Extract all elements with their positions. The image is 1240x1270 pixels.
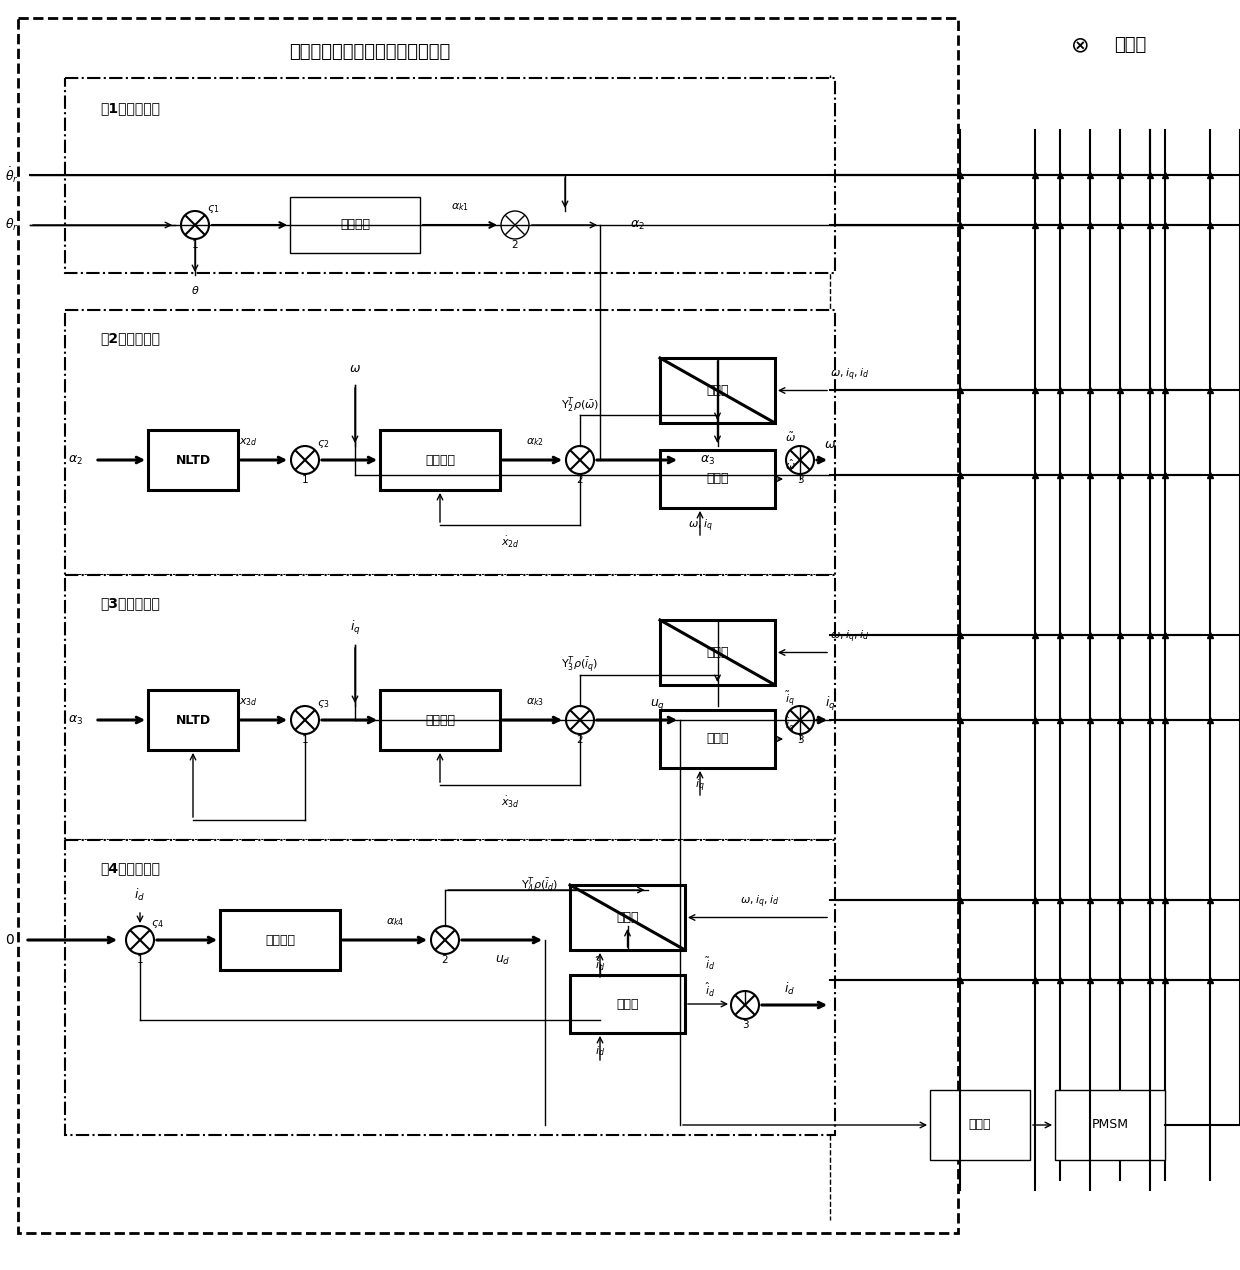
Bar bbox=[290, 197, 420, 253]
Text: 1: 1 bbox=[301, 735, 309, 745]
Text: $\alpha_{k1}$: $\alpha_{k1}$ bbox=[451, 201, 469, 213]
Bar bbox=[64, 839, 835, 1135]
Text: 1: 1 bbox=[192, 240, 198, 250]
Bar bbox=[660, 358, 775, 423]
Text: $\Upsilon_4^T\rho(\bar{i}_d)$: $\Upsilon_4^T\rho(\bar{i}_d)$ bbox=[521, 875, 559, 894]
Text: 3: 3 bbox=[796, 735, 804, 745]
Bar bbox=[148, 690, 238, 751]
Text: 线性控制: 线性控制 bbox=[425, 453, 455, 466]
Text: 比较器: 比较器 bbox=[1114, 36, 1146, 55]
Text: $\dot{x}_{3d}$: $\dot{x}_{3d}$ bbox=[501, 795, 520, 809]
Text: 预估器: 预估器 bbox=[707, 472, 729, 485]
Text: $\Upsilon_2^T\rho(\bar{\omega})$: $\Upsilon_2^T\rho(\bar{\omega})$ bbox=[560, 395, 599, 415]
Text: $\alpha_{k4}$: $\alpha_{k4}$ bbox=[386, 916, 404, 928]
Text: $\omega,i_q,i_d$: $\omega,i_q,i_d$ bbox=[831, 629, 869, 645]
Text: 线性控制: 线性控制 bbox=[265, 933, 295, 946]
Text: 线性控制: 线性控制 bbox=[340, 218, 370, 231]
Text: $\varsigma_3$: $\varsigma_3$ bbox=[316, 698, 330, 710]
Text: PMSM: PMSM bbox=[1091, 1119, 1128, 1132]
Text: ⊗: ⊗ bbox=[1070, 36, 1089, 55]
Text: $\varsigma_2$: $\varsigma_2$ bbox=[316, 438, 330, 450]
Text: $\omega$: $\omega$ bbox=[348, 362, 361, 375]
Text: $\Upsilon_3^T\rho(\bar{i}_q)$: $\Upsilon_3^T\rho(\bar{i}_q)$ bbox=[562, 655, 599, 676]
Text: $i_d$: $i_d$ bbox=[595, 1044, 605, 1058]
Text: $u_q$: $u_q$ bbox=[651, 696, 666, 711]
Text: $\alpha_{k3}$: $\alpha_{k3}$ bbox=[526, 696, 544, 707]
Text: 1: 1 bbox=[136, 955, 144, 965]
Text: $0$: $0$ bbox=[5, 933, 15, 947]
Text: $i_q$: $i_q$ bbox=[825, 695, 836, 712]
Bar bbox=[148, 431, 238, 490]
Text: $\alpha_{k2}$: $\alpha_{k2}$ bbox=[526, 436, 544, 448]
Text: 预估器: 预估器 bbox=[707, 733, 729, 745]
Bar bbox=[660, 620, 775, 685]
Text: NLTD: NLTD bbox=[175, 714, 211, 726]
Bar bbox=[379, 431, 500, 490]
Bar bbox=[660, 710, 775, 768]
Text: 预估器: 预估器 bbox=[616, 997, 639, 1011]
Text: $u_d$: $u_d$ bbox=[495, 954, 511, 966]
Text: 通近器: 通近器 bbox=[707, 646, 729, 659]
Text: $x_{3d}$: $x_{3d}$ bbox=[238, 696, 258, 707]
Text: 第4级子控制器: 第4级子控制器 bbox=[100, 861, 160, 875]
Text: $i_q$: $i_q$ bbox=[696, 777, 704, 794]
Text: $i_d$: $i_d$ bbox=[134, 886, 145, 903]
Text: $\hat{\omega}$: $\hat{\omega}$ bbox=[785, 457, 795, 472]
Bar bbox=[1055, 1090, 1166, 1160]
Text: 2: 2 bbox=[512, 240, 518, 250]
Text: 第2级子控制器: 第2级子控制器 bbox=[100, 331, 160, 345]
Text: 1: 1 bbox=[301, 475, 309, 485]
Text: 3: 3 bbox=[796, 475, 804, 485]
Text: $\alpha_2$: $\alpha_2$ bbox=[630, 218, 645, 231]
Text: $\hat{i}_q$: $\hat{i}_q$ bbox=[785, 715, 795, 735]
Text: 2: 2 bbox=[577, 735, 583, 745]
Bar bbox=[64, 77, 835, 273]
Bar bbox=[379, 690, 500, 751]
Text: 第3级子控制器: 第3级子控制器 bbox=[100, 596, 160, 610]
Text: $\alpha_3$: $\alpha_3$ bbox=[68, 714, 83, 726]
Text: $\alpha_2$: $\alpha_2$ bbox=[68, 453, 83, 466]
Text: 执行器: 执行器 bbox=[968, 1119, 991, 1132]
Text: 通近器: 通近器 bbox=[707, 384, 729, 398]
Text: $\tilde{\omega}$: $\tilde{\omega}$ bbox=[785, 431, 795, 443]
Bar bbox=[64, 310, 835, 575]
Bar bbox=[570, 885, 684, 950]
Bar bbox=[930, 1090, 1030, 1160]
Text: 第1级子控制器: 第1级子控制器 bbox=[100, 102, 160, 116]
Text: $\omega,i_q$: $\omega,i_q$ bbox=[688, 518, 712, 535]
Text: $\omega$: $\omega$ bbox=[825, 437, 836, 451]
Bar bbox=[64, 575, 835, 839]
Text: 3: 3 bbox=[742, 1020, 748, 1030]
Text: $x_{2d}$: $x_{2d}$ bbox=[238, 436, 258, 448]
Text: $\varsigma_1$: $\varsigma_1$ bbox=[207, 203, 219, 215]
Text: 一种神经网络自适应动态面控制器: 一种神经网络自适应动态面控制器 bbox=[289, 43, 450, 61]
Text: $\omega,i_q,i_d$: $\omega,i_q,i_d$ bbox=[740, 893, 780, 909]
Text: 通近器: 通近器 bbox=[616, 911, 639, 925]
Text: $\tilde{i}_d$: $\tilde{i}_d$ bbox=[704, 955, 715, 973]
Bar bbox=[219, 911, 340, 970]
Text: $\omega,i_q,i_d$: $\omega,i_q,i_d$ bbox=[831, 366, 869, 382]
Text: $\alpha_3$: $\alpha_3$ bbox=[701, 453, 715, 466]
Text: $i_d$: $i_d$ bbox=[785, 980, 796, 997]
Text: $\theta_r$: $\theta_r$ bbox=[5, 217, 19, 234]
Text: $\varsigma_4$: $\varsigma_4$ bbox=[151, 918, 165, 930]
Text: $\dot{\theta}_r$: $\dot{\theta}_r$ bbox=[5, 165, 19, 185]
Text: $\hat{i}_d$: $\hat{i}_d$ bbox=[595, 955, 605, 973]
Text: 2: 2 bbox=[441, 955, 449, 965]
Text: $i_q$: $i_q$ bbox=[350, 618, 361, 638]
Bar bbox=[660, 450, 775, 508]
Text: $\theta$: $\theta$ bbox=[191, 284, 200, 296]
Text: $\tilde{i}_q$: $\tilde{i}_q$ bbox=[785, 690, 795, 709]
Text: NLTD: NLTD bbox=[175, 453, 211, 466]
Text: 2: 2 bbox=[577, 475, 583, 485]
Text: $\hat{i}_d$: $\hat{i}_d$ bbox=[704, 980, 715, 999]
Bar bbox=[19, 18, 959, 1233]
Text: $\dot{x}_{2d}$: $\dot{x}_{2d}$ bbox=[501, 535, 520, 550]
Text: 线性控制: 线性控制 bbox=[425, 714, 455, 726]
Bar bbox=[570, 975, 684, 1033]
